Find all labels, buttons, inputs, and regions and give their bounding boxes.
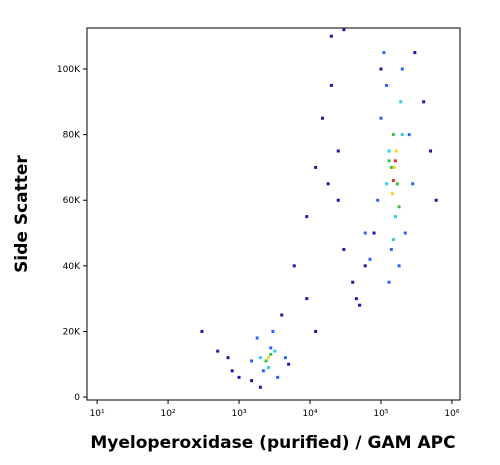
point	[400, 67, 404, 71]
x-axis-title: Myeloperoxidase (purified) / GAM APC	[90, 433, 455, 453]
point	[200, 329, 204, 333]
point	[261, 369, 265, 373]
plot-frame	[86, 27, 461, 401]
point	[266, 366, 270, 370]
point	[273, 349, 277, 353]
point	[372, 231, 376, 235]
point	[266, 356, 270, 360]
point	[255, 336, 259, 340]
point	[250, 359, 254, 363]
point	[387, 159, 391, 163]
y-tick-label: 100K	[57, 65, 81, 75]
point	[258, 356, 262, 360]
point	[237, 375, 241, 379]
point	[329, 83, 333, 87]
point	[395, 182, 399, 186]
point	[264, 359, 268, 363]
point	[283, 356, 287, 360]
point	[403, 231, 407, 235]
point	[399, 100, 403, 104]
point	[379, 116, 383, 120]
point	[429, 149, 433, 153]
y-tick-label: 60K	[63, 196, 81, 206]
point	[226, 356, 230, 360]
point	[326, 182, 330, 186]
point	[276, 375, 280, 379]
point	[292, 264, 296, 268]
point	[269, 346, 273, 350]
x-tick-label: 10²	[161, 409, 176, 419]
point	[387, 149, 391, 153]
point	[434, 198, 438, 202]
point	[389, 247, 393, 251]
point	[391, 238, 395, 242]
x-tick-label: 10⁵	[373, 409, 388, 419]
point	[271, 329, 275, 333]
point	[382, 51, 386, 55]
point	[354, 297, 358, 301]
point	[320, 116, 324, 120]
point	[269, 352, 273, 356]
x-tick-label: 10³	[232, 409, 247, 419]
point	[397, 205, 401, 209]
point	[336, 198, 340, 202]
y-tick-label: 20K	[63, 327, 81, 337]
point	[336, 149, 340, 153]
point	[351, 280, 355, 284]
point	[314, 329, 318, 333]
point	[216, 349, 220, 353]
point	[393, 215, 397, 219]
point	[397, 264, 401, 268]
point	[400, 133, 404, 137]
point	[391, 133, 395, 137]
x-tick-label: 10¹	[90, 409, 105, 419]
point	[280, 313, 284, 317]
point	[258, 385, 262, 389]
point	[230, 369, 234, 373]
point	[391, 179, 395, 183]
point	[385, 83, 389, 87]
y-tick-label: 0	[74, 393, 80, 403]
point	[358, 303, 362, 307]
point	[392, 165, 396, 169]
point	[363, 264, 367, 268]
y-tick-label: 40K	[63, 262, 81, 272]
point	[394, 149, 398, 153]
point	[385, 182, 389, 186]
x-tick-label: 10⁶	[444, 409, 459, 419]
point	[329, 34, 333, 38]
point	[250, 379, 254, 383]
x-tick-label: 10⁴	[302, 409, 317, 419]
point	[376, 198, 380, 202]
point	[407, 133, 411, 137]
y-tick-label: 80K	[63, 131, 81, 141]
point	[314, 165, 318, 169]
point	[363, 231, 367, 235]
point	[342, 247, 346, 251]
point	[368, 257, 372, 261]
point	[413, 51, 417, 55]
point	[389, 165, 393, 169]
point	[342, 28, 346, 32]
point	[305, 215, 309, 219]
point	[287, 362, 291, 366]
point	[422, 100, 426, 104]
point	[379, 67, 383, 71]
point	[305, 297, 309, 301]
point	[411, 182, 415, 186]
point	[393, 159, 397, 163]
y-axis-title: Side Scatter	[12, 155, 32, 273]
point	[387, 280, 391, 284]
point	[390, 192, 394, 196]
